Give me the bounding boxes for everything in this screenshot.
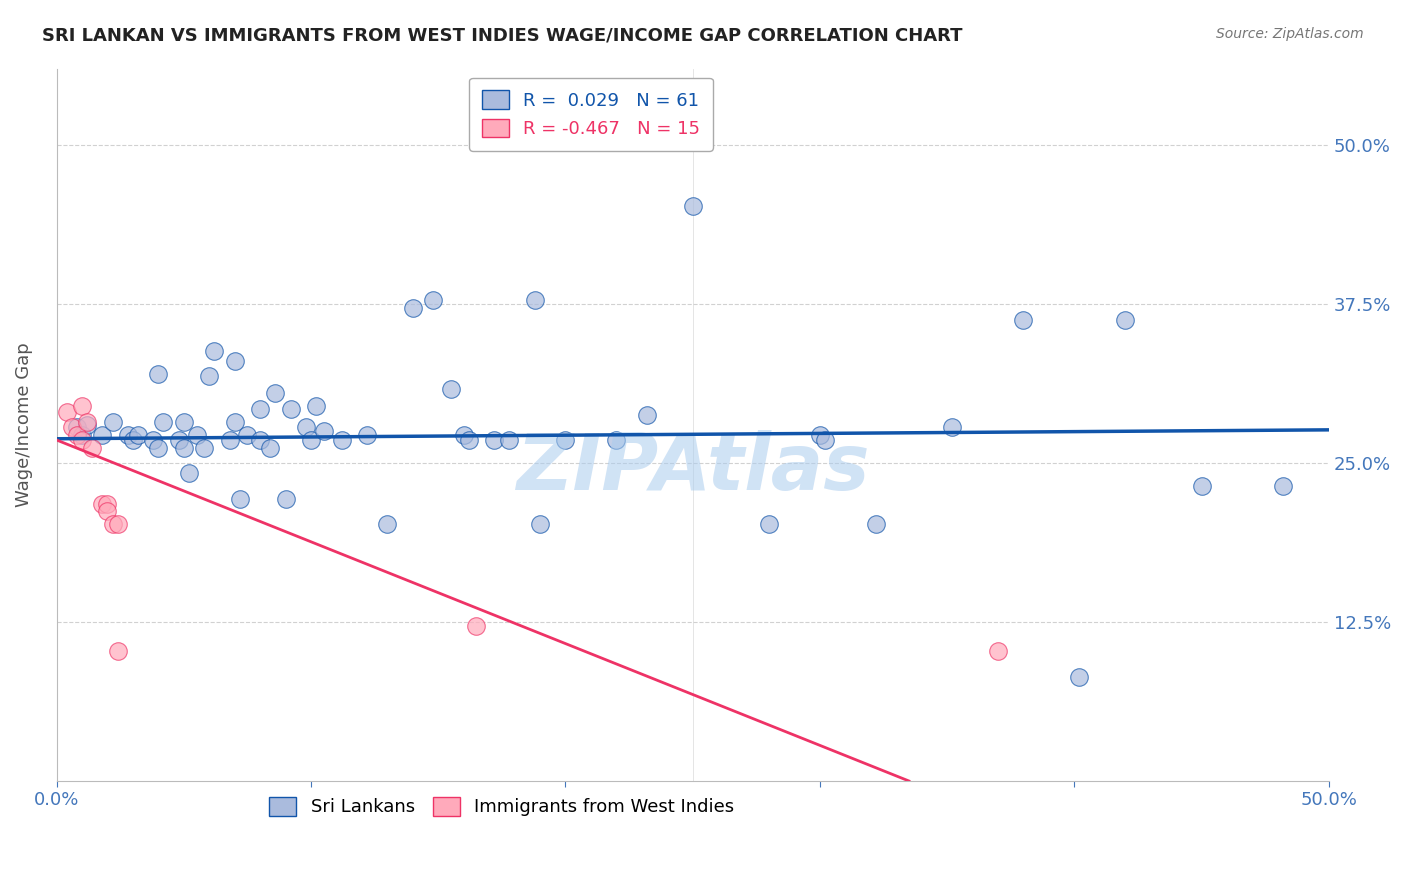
Point	[122, 433, 145, 447]
Point	[70, 399, 93, 413]
Point	[636, 408, 658, 422]
Point	[218, 433, 240, 447]
Y-axis label: Wage/Income Gap: Wage/Income Gap	[15, 343, 32, 508]
Point	[82, 441, 104, 455]
Point	[1012, 313, 1035, 327]
Point	[66, 420, 89, 434]
Point	[865, 516, 887, 531]
Point	[330, 433, 353, 447]
Point	[148, 441, 170, 455]
Point	[758, 516, 780, 531]
Point	[198, 369, 221, 384]
Point	[70, 428, 93, 442]
Point	[814, 433, 837, 447]
Point	[152, 415, 174, 429]
Point	[101, 516, 124, 531]
Point	[236, 428, 259, 442]
Point	[987, 644, 1010, 658]
Point	[148, 367, 170, 381]
Point	[224, 354, 246, 368]
Point	[529, 516, 551, 531]
Point	[60, 420, 83, 434]
Point	[91, 428, 114, 442]
Point	[605, 433, 627, 447]
Point	[682, 199, 704, 213]
Point	[76, 415, 98, 429]
Point	[142, 433, 165, 447]
Point	[76, 417, 98, 432]
Text: Source: ZipAtlas.com: Source: ZipAtlas.com	[1216, 27, 1364, 41]
Point	[56, 405, 79, 419]
Point	[1069, 670, 1091, 684]
Point	[229, 491, 252, 506]
Point	[402, 301, 425, 315]
Point	[484, 433, 506, 447]
Point	[259, 441, 281, 455]
Point	[202, 343, 225, 358]
Point	[264, 386, 287, 401]
Point	[249, 433, 271, 447]
Point	[377, 516, 399, 531]
Point	[177, 466, 200, 480]
Point	[422, 293, 444, 307]
Text: SRI LANKAN VS IMMIGRANTS FROM WEST INDIES WAGE/INCOME GAP CORRELATION CHART: SRI LANKAN VS IMMIGRANTS FROM WEST INDIE…	[42, 27, 963, 45]
Point	[457, 433, 479, 447]
Point	[808, 428, 831, 442]
Point	[274, 491, 297, 506]
Point	[66, 428, 89, 442]
Point	[941, 420, 963, 434]
Point	[101, 415, 124, 429]
Point	[465, 619, 488, 633]
Point	[523, 293, 546, 307]
Point	[117, 428, 139, 442]
Text: ZIPAtlas: ZIPAtlas	[516, 430, 869, 506]
Point	[186, 428, 208, 442]
Point	[440, 382, 463, 396]
Point	[173, 441, 195, 455]
Point	[1114, 313, 1136, 327]
Point	[96, 497, 118, 511]
Point	[305, 399, 328, 413]
Point	[173, 415, 195, 429]
Point	[96, 504, 118, 518]
Point	[356, 428, 378, 442]
Point	[224, 415, 246, 429]
Point	[91, 497, 114, 511]
Point	[295, 420, 318, 434]
Point	[1271, 479, 1294, 493]
Point	[312, 424, 335, 438]
Point	[299, 433, 322, 447]
Point	[280, 402, 302, 417]
Point	[249, 402, 271, 417]
Legend: Sri Lankans, Immigrants from West Indies: Sri Lankans, Immigrants from West Indies	[260, 788, 744, 825]
Point	[554, 433, 576, 447]
Point	[498, 433, 520, 447]
Point	[1191, 479, 1213, 493]
Point	[70, 433, 93, 447]
Point	[193, 441, 215, 455]
Point	[107, 644, 129, 658]
Point	[127, 428, 149, 442]
Point	[453, 428, 475, 442]
Point	[107, 516, 129, 531]
Point	[167, 433, 190, 447]
